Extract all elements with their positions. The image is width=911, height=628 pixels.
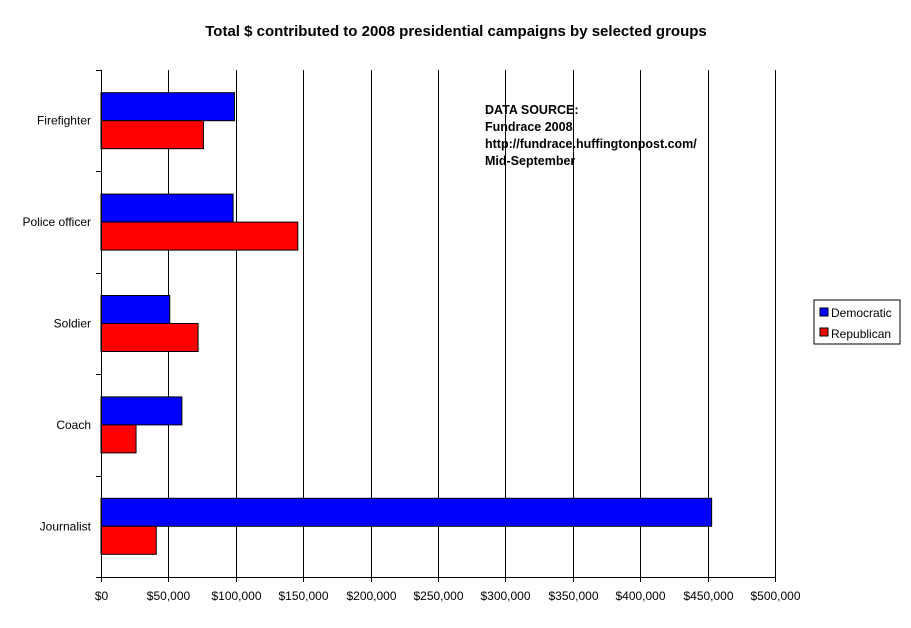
x-tick-labels: $0 $50,000 $100,000 $150,000 $200,000 $250,00…: [95, 589, 801, 603]
category-label: Police officer: [23, 215, 91, 229]
bar-democratic-soldier: [100, 295, 171, 324]
data-source-line: http://fundrace.huffingtonpost.com/: [485, 137, 697, 151]
bar-democratic-coach: [100, 396, 183, 426]
x-tick-label: $150,000: [278, 589, 328, 603]
bar-democratic-journalist: [100, 497, 713, 527]
bar-democratic-police-officer: [100, 193, 234, 223]
x-tick-label: $300,000: [480, 589, 530, 603]
bar-republican-coach: [100, 424, 137, 454]
bars: [100, 92, 713, 555]
bar-republican-police-officer: [100, 221, 299, 251]
data-source-annotation: DATA SOURCE: Fundrace 2008 http://fundra…: [485, 103, 697, 168]
x-tick-label: $450,000: [683, 589, 733, 603]
x-tick-label: $250,000: [413, 589, 463, 603]
legend-label-republican: Republican: [831, 327, 891, 341]
gridlines: [168, 70, 776, 577]
category-labels: Firefighter Police officer Soldier Coach Jou…: [23, 114, 92, 534]
x-tick-label: $200,000: [346, 589, 396, 603]
category-label: Firefighter: [37, 114, 91, 128]
data-source-line: DATA SOURCE:: [485, 103, 579, 117]
legend: Democratic Republican: [813, 299, 901, 345]
x-tick-label: $0: [95, 589, 109, 603]
legend-label-democratic: Democratic: [831, 306, 892, 320]
legend-swatch-democratic: [819, 307, 829, 317]
bar-republican-firefighter: [100, 120, 204, 150]
x-tick-label: $100,000: [211, 589, 261, 603]
category-label: Soldier: [54, 317, 91, 331]
legend-box: [813, 299, 901, 345]
bar-republican-journalist: [100, 525, 157, 555]
data-source-line: Fundrace 2008: [485, 120, 573, 134]
category-label: Journalist: [40, 519, 92, 533]
x-tick-label: $500,000: [750, 589, 800, 603]
x-tick-label: $350,000: [548, 589, 598, 603]
category-label: Coach: [56, 418, 91, 432]
x-tick-label: $400,000: [615, 589, 665, 603]
chart-title: Total $ contributed to 2008 presidential…: [205, 23, 707, 40]
data-source-line: Mid-September: [485, 154, 575, 168]
x-tick-label: $50,000: [147, 589, 191, 603]
axes: [96, 70, 776, 582]
bar-democratic-firefighter: [100, 92, 235, 122]
bar-republican-soldier: [100, 323, 199, 352]
legend-swatch-republican: [819, 327, 829, 337]
